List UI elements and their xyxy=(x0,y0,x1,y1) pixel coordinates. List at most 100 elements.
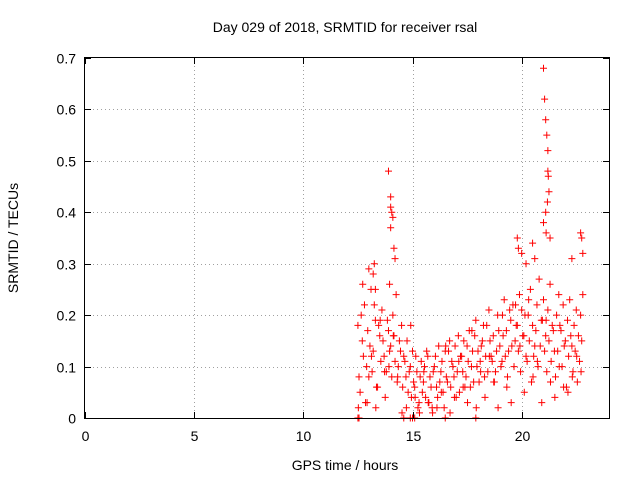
data-point xyxy=(574,332,582,340)
data-point xyxy=(564,316,572,324)
data-point xyxy=(368,368,376,376)
y-tick-label: 0 xyxy=(68,411,76,427)
data-point xyxy=(512,321,520,329)
data-point xyxy=(409,347,416,355)
data-point xyxy=(542,229,550,237)
data-point xyxy=(546,378,554,386)
data-point xyxy=(381,393,389,401)
data-point xyxy=(394,363,402,371)
data-point xyxy=(446,337,454,345)
data-point xyxy=(369,347,377,355)
data-point xyxy=(394,373,402,381)
data-point xyxy=(386,347,394,355)
data-point xyxy=(511,337,519,345)
data-point xyxy=(543,368,551,376)
data-point xyxy=(406,363,414,371)
data-point xyxy=(546,234,554,242)
y-tick-label: 0.1 xyxy=(57,360,77,376)
data-point xyxy=(402,404,410,412)
data-point xyxy=(518,249,526,257)
data-point xyxy=(427,383,435,391)
data-point xyxy=(400,352,408,360)
data-point xyxy=(529,321,537,329)
data-point xyxy=(396,347,404,355)
data-point xyxy=(412,352,420,360)
data-point xyxy=(526,285,534,293)
y-tick-label: 0.2 xyxy=(57,308,77,324)
data-point xyxy=(404,388,412,396)
data-point xyxy=(359,280,367,288)
data-point xyxy=(494,404,502,412)
data-point xyxy=(363,399,371,407)
data-point xyxy=(577,311,585,319)
y-tick-label: 0.4 xyxy=(57,205,77,221)
data-point xyxy=(486,337,494,345)
data-point xyxy=(542,116,550,124)
data-point xyxy=(531,255,539,263)
data-point xyxy=(437,388,445,396)
y-axis-label: SRMTID / TECUs xyxy=(5,183,21,293)
data-point xyxy=(434,393,442,401)
data-point xyxy=(484,368,492,376)
data-point xyxy=(576,357,584,365)
data-point xyxy=(426,373,434,381)
data-point xyxy=(527,378,535,386)
data-point xyxy=(513,234,521,242)
data-point xyxy=(477,342,485,350)
data-point xyxy=(455,357,463,365)
data-point xyxy=(429,368,437,376)
data-point xyxy=(418,388,426,396)
data-point xyxy=(438,357,446,365)
data-point xyxy=(354,321,362,329)
data-point xyxy=(384,327,392,335)
x-axis-label: GPS time / hours xyxy=(292,457,399,473)
data-point xyxy=(398,321,406,329)
data-point xyxy=(451,342,459,350)
y-tick-label: 0.7 xyxy=(57,51,77,67)
data-point xyxy=(367,352,375,360)
data-point xyxy=(501,352,509,360)
data-point xyxy=(414,404,422,412)
data-point xyxy=(568,373,576,381)
data-point xyxy=(505,347,513,355)
data-point xyxy=(472,404,480,412)
data-point xyxy=(458,352,466,360)
data-point xyxy=(391,255,399,263)
data-point xyxy=(498,311,506,319)
data-point xyxy=(445,347,453,355)
data-point xyxy=(377,357,385,365)
data-point xyxy=(449,363,457,371)
data-point xyxy=(435,342,443,350)
data-point xyxy=(503,373,511,381)
data-point xyxy=(555,291,563,299)
data-point xyxy=(497,363,505,371)
data-point xyxy=(366,342,374,350)
data-point xyxy=(356,388,364,396)
data-point xyxy=(411,393,419,401)
y-tick-label: 0.5 xyxy=(57,154,77,170)
data-point xyxy=(556,321,564,329)
data-point xyxy=(446,409,454,417)
data-point xyxy=(379,337,387,345)
data-point xyxy=(521,311,529,319)
y-tick-label: 0.6 xyxy=(57,102,77,118)
y-tick-label: 0.3 xyxy=(57,257,77,273)
data-point xyxy=(525,337,533,345)
data-point xyxy=(579,291,587,299)
data-point xyxy=(358,337,366,345)
data-point xyxy=(540,296,547,304)
data-point xyxy=(391,357,399,365)
data-point xyxy=(363,363,371,371)
data-point xyxy=(560,342,568,350)
data-point xyxy=(389,311,397,319)
data-point xyxy=(566,296,574,304)
chart-title: Day 029 of 2018, SRMTID for receiver rsa… xyxy=(213,19,478,35)
data-point xyxy=(530,352,538,360)
data-point xyxy=(424,399,432,407)
axis-ticks xyxy=(85,58,609,419)
data-point xyxy=(529,239,537,247)
data-point xyxy=(543,131,551,139)
data-point xyxy=(542,332,550,340)
data-point xyxy=(416,373,424,381)
